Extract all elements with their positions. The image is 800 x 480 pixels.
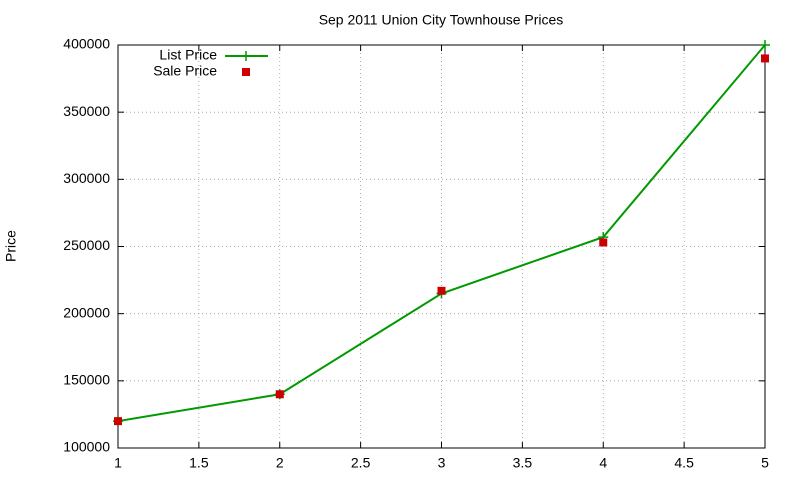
y-axis-label: Price: [3, 230, 19, 262]
point: [114, 417, 122, 426]
point: [599, 238, 608, 247]
legend-label: List Price: [159, 47, 217, 63]
x-tick-label: 1.5: [189, 455, 209, 471]
x-tick-label: 4: [599, 455, 607, 471]
y-tick-label: 300000: [63, 170, 110, 186]
x-tick-label: 2: [276, 455, 284, 471]
x-tick-label: 3.5: [513, 455, 533, 471]
y-tick-label: 100000: [63, 439, 110, 455]
y-tick-label: 400000: [63, 36, 110, 52]
legend-label: Sale Price: [153, 63, 217, 79]
x-tick-label: 1: [114, 455, 122, 471]
plot-frame: [117, 44, 766, 449]
y-tick-label: 150000: [63, 372, 110, 388]
legend-marker: [241, 51, 251, 61]
chart-title: Sep 2011 Union City Townhouse Prices: [319, 12, 564, 28]
point: [760, 40, 770, 50]
x-tick-label: 5: [761, 455, 769, 471]
point: [275, 390, 284, 399]
x-tick-label: 4.5: [674, 455, 694, 471]
y-tick-label: 200000: [63, 304, 110, 320]
legend-marker: [242, 68, 250, 76]
x-tick-label: 3: [438, 455, 446, 471]
y-tick-label: 250000: [63, 237, 110, 253]
y-tick-label: 350000: [63, 103, 110, 119]
x-tick-label: 2.5: [351, 455, 371, 471]
point: [761, 54, 769, 63]
point: [437, 286, 446, 295]
